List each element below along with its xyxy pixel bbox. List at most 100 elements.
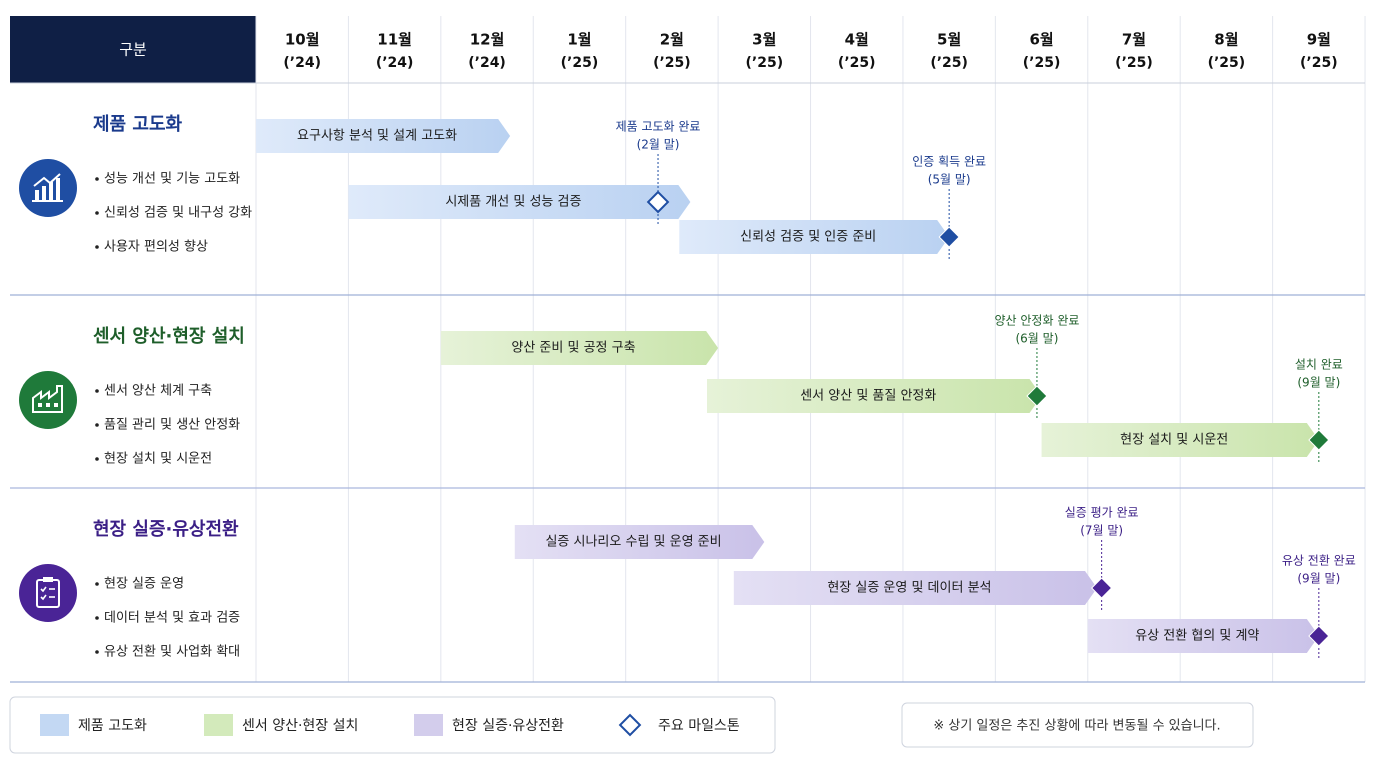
task-bar — [707, 379, 1042, 413]
task-label: 실증 시나리오 수립 및 운영 준비 — [545, 535, 721, 550]
task-label: 현장 실증 운영 및 데이터 분석 — [827, 581, 991, 596]
milestone-label: 유상 전환 완료 — [1282, 554, 1356, 568]
legend-box — [9, 696, 776, 754]
task-label: 요구사항 분석 및 설계 고도화 — [297, 129, 457, 144]
bullet-dot — [95, 423, 99, 427]
task-label: 센서 양산 및 품질 안정화 — [800, 389, 936, 404]
month-label: 4월 — [845, 31, 869, 49]
task-bar — [733, 571, 1098, 605]
task-bar — [679, 220, 950, 254]
section-title: 센서 양산·현장 설치 — [93, 326, 245, 347]
milestone-label: 실증 평가 완료 — [1065, 506, 1139, 520]
bullet-text: 사용자 편의성 향상 — [104, 240, 208, 255]
month-label: 5월 — [937, 31, 961, 49]
month-label: 9월 — [1307, 31, 1331, 49]
bullet-text: 성능 개선 및 기능 고도화 — [104, 172, 240, 187]
milestone — [1091, 577, 1113, 599]
bullet-text: 데이터 분석 및 효과 검증 — [104, 611, 240, 626]
year-label: (’25) — [838, 55, 876, 71]
task-bar — [514, 525, 765, 559]
bullet-dot — [95, 650, 99, 654]
month-label: 11월 — [377, 31, 412, 49]
milestone — [646, 190, 670, 214]
bullet-text: 유상 전환 및 사업화 확대 — [104, 645, 240, 660]
task-bar — [440, 331, 719, 365]
year-label: (’25) — [561, 55, 599, 71]
year-label: (’25) — [1115, 55, 1153, 71]
bullet-dot — [95, 457, 99, 461]
milestone — [1026, 385, 1048, 407]
task-label: 현장 설치 및 시운전 — [1120, 433, 1228, 448]
legend-diamond — [618, 713, 642, 737]
bullet-text: 현장 실증 운영 — [104, 577, 184, 592]
task-label: 시제품 개선 및 성능 검증 — [445, 195, 581, 210]
icon-glyph — [36, 577, 60, 608]
milestone-label: 제품 고도화 완료 — [616, 120, 701, 134]
milestone-note: (9월 말) — [1297, 572, 1340, 586]
header-cell — [10, 16, 256, 83]
legend-label: 주요 마일스톤 — [658, 718, 740, 734]
section-title: 현장 실증·유상전환 — [93, 518, 239, 540]
milestone-label: 설치 완료 — [1295, 358, 1343, 372]
milestone-note: (9월 말) — [1297, 376, 1340, 390]
legend-label: 제품 고도화 — [78, 718, 147, 734]
milestone-label: 양산 안정화 완료 — [994, 314, 1079, 328]
milestone-label: 인증 획득 완료 — [912, 155, 986, 169]
task-label: 유상 전환 협의 및 계약 — [1135, 629, 1259, 644]
task-bar — [348, 185, 691, 219]
month-label: 7월 — [1122, 31, 1146, 49]
section-icon — [19, 159, 77, 217]
bullet-dot — [95, 245, 99, 249]
year-label: (’25) — [1023, 55, 1061, 71]
task-bar — [1087, 619, 1319, 653]
milestone-note: (2월 말) — [637, 138, 680, 152]
year-label: (’25) — [1300, 55, 1338, 71]
legend-swatch — [414, 714, 443, 736]
task-label: 양산 준비 및 공정 구축 — [511, 341, 635, 356]
year-label: (’24) — [283, 55, 321, 71]
note: ※ 상기 일정은 추진 상황에 따라 변동될 수 있습니다. — [933, 719, 1220, 734]
year-label: (’24) — [376, 55, 414, 71]
legend-label: 센서 양산·현장 설치 — [242, 718, 358, 734]
month-label: 6월 — [1029, 31, 1053, 49]
bullet-text: 센서 양산 체계 구축 — [104, 384, 212, 399]
milestone-note: (5월 말) — [928, 173, 971, 187]
bullet-dot — [95, 211, 99, 215]
bullet-text: 품질 관리 및 생산 안정화 — [104, 418, 240, 433]
month-label: 1월 — [567, 31, 591, 49]
milestone — [1308, 429, 1330, 451]
bullet-dot — [95, 616, 99, 620]
section-title: 제품 고도화 — [93, 114, 183, 135]
icon-glyph — [32, 385, 63, 413]
task-bar — [256, 119, 511, 153]
milestone-note: (6월 말) — [1015, 332, 1058, 346]
milestone-note: (7월 말) — [1080, 524, 1123, 538]
year-label: (’25) — [930, 55, 968, 71]
month-label: 3월 — [752, 31, 776, 49]
note-box — [901, 702, 1254, 748]
bullet-dot — [95, 177, 99, 181]
month-label: 10월 — [285, 31, 320, 49]
year-label: (’25) — [1208, 55, 1246, 71]
legend-swatch — [204, 714, 233, 736]
header-label: 구분 — [119, 41, 147, 59]
icon-glyph — [32, 173, 63, 202]
task-bar — [1041, 423, 1319, 457]
bullet-text: 현장 설치 및 시운전 — [104, 452, 212, 467]
task-label: 신뢰성 검증 및 인증 준비 — [740, 230, 876, 245]
legend-label: 현장 실증·유상전환 — [452, 718, 564, 734]
year-label: (’24) — [468, 55, 506, 71]
year-label: (’25) — [653, 55, 691, 71]
milestone — [1308, 625, 1330, 647]
year-label: (’25) — [746, 55, 784, 71]
legend-swatch — [40, 714, 69, 736]
bullet-dot — [95, 582, 99, 586]
month-label: 2월 — [660, 31, 684, 49]
section-icon — [19, 564, 77, 622]
milestone — [938, 226, 960, 248]
bullet-text: 신뢰성 검증 및 내구성 강화 — [104, 206, 252, 221]
month-label: 8월 — [1214, 31, 1238, 49]
month-label: 12월 — [470, 31, 505, 49]
